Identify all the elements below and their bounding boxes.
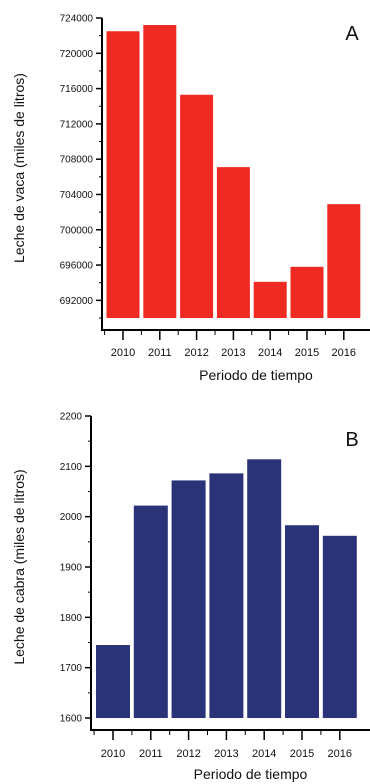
y-tick-label: 696000 [60, 261, 94, 272]
x-tick-label: 2010 [101, 748, 125, 760]
x-tick-label: 2014 [258, 347, 282, 359]
x-tick-label: 2011 [139, 748, 163, 760]
x-tick-label: 2015 [295, 347, 319, 359]
y-tick-label: 704000 [60, 190, 94, 201]
x-axis-title: Periodo de tiempo [199, 367, 313, 383]
bar-a-2016 [327, 204, 361, 318]
bar-b-2010 [96, 645, 130, 718]
y-tick-label: 720000 [60, 49, 94, 60]
bar-b-2016 [322, 535, 357, 718]
y-tick-label: 2000 [60, 512, 83, 523]
bar-b-2013 [209, 473, 244, 718]
y-tick-label: 712000 [60, 119, 94, 130]
y-tick-label: 1900 [60, 563, 83, 574]
x-tick-label: 2011 [148, 347, 172, 359]
bar-b-2015 [285, 525, 319, 718]
y-tick-label: 2100 [60, 462, 83, 473]
x-tick-label: 2016 [332, 347, 356, 359]
bar-a-2012 [180, 94, 214, 318]
y-tick-label: 692000 [60, 296, 94, 307]
y-tick-label: 1800 [60, 613, 83, 624]
bar-b-2014 [247, 459, 282, 718]
y-tick-label: 1700 [60, 663, 83, 674]
y-tick-label: 708000 [60, 155, 94, 166]
x-tick-label: 2015 [290, 748, 314, 760]
y-tick-label: 700000 [60, 225, 94, 236]
x-tick-label: 2010 [111, 347, 135, 359]
bar-b-2011 [133, 505, 168, 718]
bar-a-2015 [290, 266, 324, 318]
y-axis-title: Leche de vaca (miles de litros) [11, 73, 27, 263]
y-tick-label: 724000 [60, 14, 94, 25]
x-tick-label: 2013 [214, 748, 238, 760]
bar-a-2014 [253, 281, 287, 318]
x-tick-label: 2012 [184, 347, 208, 359]
bar-b-2012 [171, 480, 206, 718]
y-tick-label: 716000 [60, 84, 94, 95]
panel-label: B [345, 429, 358, 451]
panel-label: A [345, 23, 359, 45]
bar-a-2011 [143, 25, 177, 318]
y-tick-label: 2200 [60, 412, 83, 423]
bar-a-2013 [216, 167, 250, 318]
y-tick-label: 1600 [60, 714, 83, 725]
x-tick-label: 2012 [176, 748, 200, 760]
x-axis-title: Periodo de tiempo [194, 766, 308, 782]
x-tick-label: 2016 [328, 748, 352, 760]
x-tick-label: 2014 [252, 748, 276, 760]
y-axis-title: Leche de cabra (miles de litros) [11, 469, 27, 664]
bar-a-2010 [106, 31, 140, 319]
x-tick-label: 2013 [221, 347, 245, 359]
